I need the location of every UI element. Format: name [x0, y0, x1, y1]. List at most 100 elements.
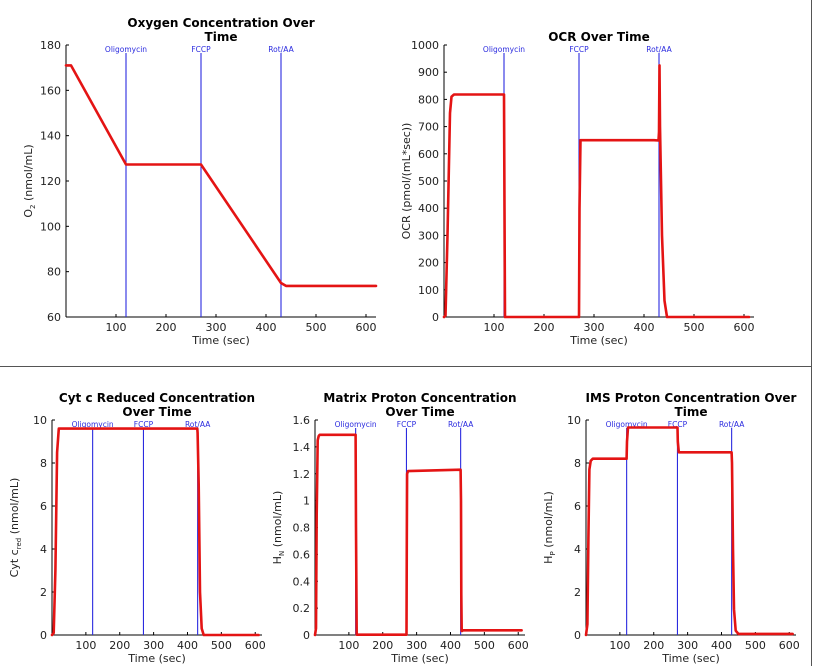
x-tick-label: 400 [440, 639, 461, 652]
y-tick-label: 2 [40, 586, 47, 599]
x-tick-label: 200 [372, 639, 393, 652]
x-axis-label: Time (sec) [661, 652, 720, 665]
x-tick-label: 600 [356, 321, 377, 334]
x-axis-label: Time (sec) [390, 652, 449, 665]
series-line [50, 427, 260, 637]
x-tick-label: 200 [156, 321, 177, 334]
x-tick-label: 300 [206, 321, 227, 334]
y-label-subscript: N [278, 551, 286, 556]
x-tick-label: 200 [534, 321, 555, 334]
marker-label: Rot/AA [448, 420, 474, 429]
marker-label: FCCP [191, 45, 211, 54]
x-tick-label: 400 [177, 639, 198, 652]
y-axis-label: OCR (pmol/(mL*sec)) [400, 123, 413, 240]
x-tick-label: 600 [508, 639, 529, 652]
y-tick-label: 160 [40, 84, 61, 97]
chart-title: Matrix Proton Concentration [323, 391, 516, 405]
marker-label: Rot/AA [268, 45, 294, 54]
y-tick-label: 900 [418, 66, 439, 79]
x-tick-label: 300 [584, 321, 605, 334]
y-tick-label: 10 [33, 414, 47, 427]
x-tick-label: 300 [406, 639, 427, 652]
x-tick-label: 600 [245, 639, 266, 652]
chart-title: Over Time [385, 405, 454, 419]
x-tick-label: 100 [75, 639, 96, 652]
y-axis-label: HP (nmol/mL) [542, 491, 557, 564]
x-tick-label: 200 [643, 639, 664, 652]
right-border [811, 0, 812, 666]
y-tick-label: 1.4 [293, 441, 311, 454]
y-tick-label: 1 [303, 495, 310, 508]
x-axis-label: Time (sec) [127, 652, 186, 665]
series-line [64, 64, 378, 288]
y-label-subscript: 2 [29, 204, 37, 208]
series-line [442, 64, 751, 319]
x-axis-label: Time (sec) [191, 334, 250, 347]
chart-title: IMS Proton Concentration Over [586, 391, 797, 405]
y-tick-label: 6 [40, 500, 47, 513]
y-label-rest: (nmol/mL) [8, 478, 21, 538]
marker-label: Oligomycin [105, 45, 147, 54]
y-tick-label: 120 [40, 175, 61, 188]
y-label-main: H [542, 556, 555, 564]
y-label-main: H [271, 556, 284, 564]
chart-title: OCR Over Time [548, 30, 650, 44]
y-tick-label: 140 [40, 130, 61, 143]
y-label-subscript: P [549, 551, 557, 555]
y-label-rest: (nmol/mL) [22, 144, 35, 204]
chart-title: Oxygen Concentration Over [127, 16, 314, 30]
y-tick-label: 1000 [411, 39, 439, 52]
y-label-subscript: red [15, 538, 23, 549]
chart-title: Time [205, 30, 238, 44]
y-tick-label: 1.6 [293, 414, 311, 427]
marker-label: Rot/AA [719, 420, 745, 429]
marker-label: Rot/AA [646, 45, 672, 54]
x-tick-label: 500 [306, 321, 327, 334]
y-tick-label: 2 [574, 586, 581, 599]
marker-label: FCCP [134, 420, 154, 429]
y-tick-label: 180 [40, 39, 61, 52]
y-tick-label: 60 [47, 311, 61, 324]
y-tick-label: 6 [574, 500, 581, 513]
y-tick-label: 0 [40, 629, 47, 642]
y-tick-label: 0 [303, 629, 310, 642]
y-tick-label: 0.8 [293, 522, 311, 535]
series-line [313, 433, 523, 637]
y-label-rest: (nmol/mL) [271, 491, 284, 551]
y-tick-label: 0.2 [293, 602, 311, 615]
y-tick-label: 500 [418, 175, 439, 188]
x-tick-label: 100 [338, 639, 359, 652]
y-tick-label: 300 [418, 229, 439, 242]
y-tick-label: 0.6 [293, 548, 311, 561]
x-tick-label: 200 [109, 639, 130, 652]
marker-label: Oligomycin [606, 420, 648, 429]
y-tick-label: 10 [567, 414, 581, 427]
x-tick-label: 400 [634, 321, 655, 334]
marker-label: FCCP [569, 45, 589, 54]
ocr-chart: OCR Over Time 100 200 300 400 500 600 0 100 200 30… [400, 30, 755, 347]
y-tick-label: 400 [418, 202, 439, 215]
x-tick-label: 400 [711, 639, 732, 652]
y-tick-label: 80 [47, 266, 61, 279]
x-tick-label: 500 [684, 321, 705, 334]
x-tick-label: 500 [211, 639, 232, 652]
y-tick-label: 8 [574, 457, 581, 470]
marker-label: FCCP [668, 420, 688, 429]
y-tick-label: 600 [418, 148, 439, 161]
x-tick-label: 600 [734, 321, 755, 334]
marker-label: Oligomycin [335, 420, 377, 429]
y-tick-label: 700 [418, 121, 439, 134]
x-tick-label: 600 [779, 639, 800, 652]
x-tick-label: 100 [106, 321, 127, 334]
y-tick-label: 8 [40, 457, 47, 470]
x-tick-label: 300 [677, 639, 698, 652]
y-tick-label: 4 [40, 543, 47, 556]
x-axis-label: Time (sec) [569, 334, 628, 347]
y-tick-label: 1.2 [293, 468, 311, 481]
y-label-rest: (nmol/mL) [542, 491, 555, 551]
y-axis-label: Cyt cred (nmol/mL) [8, 478, 23, 578]
